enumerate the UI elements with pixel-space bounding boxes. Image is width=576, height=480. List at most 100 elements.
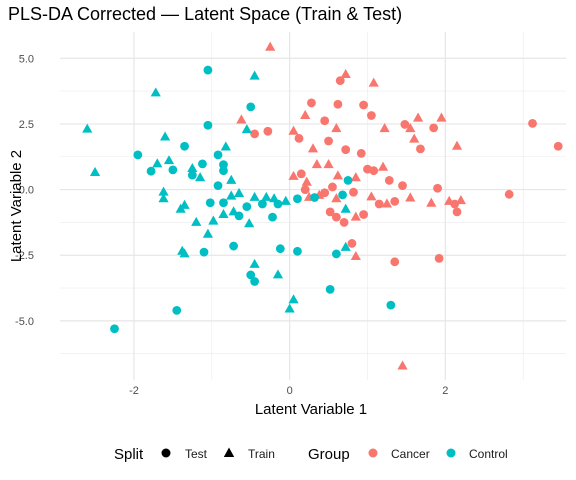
- data-point-train-control: [280, 195, 291, 205]
- data-point-test-control: [242, 202, 252, 212]
- y-axis-title: Latent Variable 2: [8, 150, 25, 262]
- data-point-train-control: [220, 141, 231, 151]
- data-point-train-cancer: [405, 123, 416, 133]
- data-point-test-control: [275, 244, 285, 254]
- x-tick-label: 2: [442, 385, 448, 397]
- data-point-train-cancer: [379, 123, 390, 133]
- data-point-test-cancer: [294, 133, 304, 143]
- data-point-train-control: [233, 187, 245, 197]
- legend-control-label: Control: [469, 447, 508, 461]
- legend-group-title: Group: [308, 446, 350, 463]
- data-point-train-cancer: [332, 170, 344, 180]
- data-point-test-control: [331, 249, 341, 259]
- data-point-test-control: [219, 160, 228, 170]
- data-point-test-cancer: [307, 98, 316, 108]
- y-tick-label: 0.0: [19, 185, 34, 197]
- data-point-test-cancer: [300, 185, 310, 194]
- data-point-train-control: [158, 186, 169, 196]
- data-point-train-control: [226, 174, 237, 184]
- data-point-train-cancer: [409, 133, 420, 143]
- data-point-train-control: [82, 123, 93, 133]
- data-point-train-control: [152, 158, 163, 168]
- data-point-train-cancer: [397, 360, 408, 370]
- legend-train-key: [223, 447, 235, 457]
- data-point-train-cancer: [350, 250, 361, 261]
- data-point-test-cancer: [390, 257, 400, 267]
- data-point-train-cancer: [412, 112, 424, 122]
- legend-control-key: [446, 448, 456, 458]
- data-point-train-cancer: [311, 159, 322, 169]
- data-point-test-control: [246, 270, 256, 280]
- data-point-test-control: [172, 306, 182, 315]
- data-point-train-cancer: [236, 114, 247, 124]
- data-point-test-cancer: [504, 189, 514, 199]
- data-point-train-cancer: [323, 159, 334, 169]
- data-point-train-control: [195, 172, 206, 182]
- data-point-test-cancer: [263, 126, 273, 136]
- data-point-train-control: [89, 166, 101, 176]
- legend-train-label: Train: [248, 447, 275, 461]
- data-point-test-control: [187, 170, 197, 180]
- legend-test-key: [161, 448, 171, 458]
- data-point-train-cancer: [368, 77, 379, 87]
- data-point-train-control: [241, 124, 252, 134]
- data-point-test-cancer: [452, 207, 462, 217]
- data-point-train-control: [272, 269, 284, 279]
- y-tick-label: -5.0: [15, 316, 34, 328]
- data-point-train-control: [218, 208, 229, 219]
- data-point-train-control: [202, 228, 214, 238]
- data-point-train-cancer: [331, 123, 342, 133]
- legend-cancer-key: [368, 448, 378, 458]
- data-point-train-control: [268, 193, 280, 203]
- data-point-test-cancer: [359, 100, 368, 110]
- data-point-test-cancer: [553, 141, 563, 151]
- data-point-test-cancer: [328, 182, 337, 192]
- data-point-test-control: [213, 150, 223, 160]
- data-point-test-control: [110, 324, 119, 334]
- data-point-train-control: [179, 248, 190, 258]
- data-point-test-cancer: [384, 175, 394, 185]
- data-point-test-control: [293, 194, 302, 204]
- grid-lines: [60, 32, 566, 380]
- data-point-train-control: [163, 155, 175, 165]
- data-point-test-cancer: [416, 144, 425, 154]
- data-point-train-cancer: [377, 161, 389, 171]
- data-point-test-cancer: [398, 181, 407, 191]
- data-point-train-cancer: [300, 109, 311, 119]
- data-point-train-control: [187, 162, 198, 173]
- data-point-train-control: [158, 193, 169, 203]
- data-point-test-cancer: [429, 123, 439, 133]
- data-point-test-cancer: [320, 116, 330, 126]
- data-point-test-cancer: [331, 212, 341, 222]
- data-point-train-control: [159, 131, 171, 141]
- x-tick-label: -2: [129, 385, 139, 397]
- data-point-train-control: [284, 303, 295, 313]
- data-point-test-control: [219, 166, 228, 176]
- data-point-test-cancer: [356, 148, 366, 158]
- data-point-test-cancer: [450, 199, 460, 209]
- data-point-test-cancer: [374, 199, 384, 209]
- data-point-test-control: [203, 65, 213, 75]
- data-point-train-control: [249, 258, 260, 268]
- data-point-train-control: [150, 87, 161, 97]
- data-point-test-cancer: [369, 166, 379, 176]
- data-point-test-control: [213, 181, 223, 191]
- data-point-train-control: [226, 190, 237, 200]
- data-point-train-cancer: [288, 125, 299, 135]
- data-point-train-control: [208, 215, 219, 225]
- data-point-train-cancer: [307, 143, 319, 153]
- data-point-test-control: [234, 211, 244, 221]
- data-point-test-cancer: [341, 145, 351, 155]
- axis-ticks: -2 0 2 -5.0 -2.5 0.0 2.5 5.0: [15, 53, 448, 397]
- data-point-train-control: [288, 294, 299, 304]
- data-point-train-control: [261, 191, 272, 201]
- data-point-test-control: [325, 284, 335, 294]
- y-tick-label: 2.5: [19, 119, 34, 131]
- data-point-test-cancer: [333, 99, 343, 109]
- data-point-test-control: [203, 120, 213, 130]
- data-point-test-control: [198, 159, 207, 169]
- data-point-train-cancer: [340, 68, 351, 79]
- data-point-train-control: [249, 191, 260, 201]
- data-point-test-control: [310, 193, 319, 202]
